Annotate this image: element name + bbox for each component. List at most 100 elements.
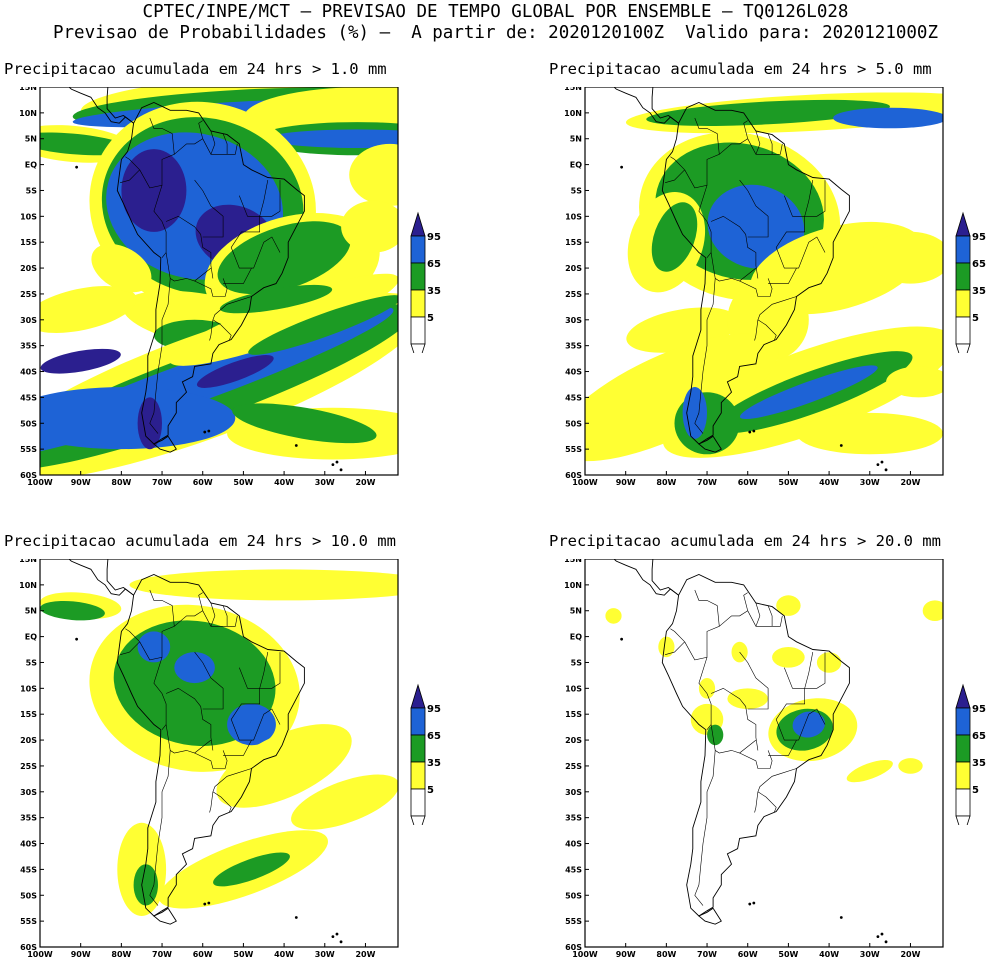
lon-label: 20W — [900, 950, 920, 959]
legend-level-label: 5 — [972, 785, 979, 796]
probability-field — [605, 595, 943, 783]
south-america-coastline — [661, 102, 850, 445]
island-marker — [884, 468, 888, 472]
lat-label: EQ — [25, 161, 37, 170]
lat-label: 25S — [20, 290, 37, 299]
map-panel-5mm: Precipitacao acumulada em 24 hrs > 5.0 m… — [545, 60, 986, 487]
country-border — [174, 120, 204, 155]
lon-label: 20W — [355, 478, 375, 487]
lat-label: 50S — [565, 419, 582, 428]
country-border — [768, 739, 797, 756]
legend-level-label: 65 — [427, 259, 441, 270]
legend-swatch — [410, 289, 426, 318]
lat-label: 5S — [26, 658, 38, 667]
country-border — [757, 768, 797, 792]
probability-region — [605, 608, 622, 624]
country-border — [694, 750, 716, 906]
island-marker — [748, 902, 752, 906]
country-border — [149, 750, 171, 906]
lon-label: 20W — [900, 478, 920, 487]
lat-label: 15S — [565, 238, 582, 247]
lon-label: 90W — [616, 478, 636, 487]
lat-label: 5N — [570, 135, 582, 144]
island-marker — [880, 460, 884, 464]
island-marker — [876, 463, 880, 467]
island-marker — [339, 468, 343, 472]
probability-region — [219, 284, 333, 314]
country-border — [698, 657, 712, 730]
legend-swatch — [955, 316, 971, 345]
legend-level-label: 35 — [427, 758, 441, 769]
legend-level-label: 5 — [427, 313, 434, 324]
legend-swatch — [410, 761, 426, 790]
island-marker — [294, 444, 298, 447]
lat-label: 55S — [20, 445, 37, 454]
map-plot: 15N 10N 5N EQ 5S 10S 15S 20S 25S 30S 35S 40S 45S 50S 5… — [20, 87, 399, 487]
country-border — [165, 215, 214, 279]
map-plot: 15N 10N 5N EQ 5S 10S 15S 20S 25S 30S 35S 40S 45S 50S 5… — [565, 87, 944, 487]
lon-label: 100W — [572, 478, 598, 487]
country-border — [665, 169, 685, 183]
tierra-del-fuego-coastline — [153, 435, 177, 453]
lon-label: 40W — [274, 950, 294, 959]
country-border — [694, 278, 716, 434]
island-marker — [203, 902, 207, 906]
probability-region — [40, 132, 130, 156]
panel-title: Precipitacao acumulada em 24 hrs > 1.0 m… — [4, 60, 387, 78]
lat-label: EQ — [570, 633, 582, 642]
country-border — [194, 651, 212, 679]
island-marker — [207, 901, 211, 905]
lon-label: 50W — [233, 478, 253, 487]
legend-level-label: 95 — [427, 232, 441, 243]
legend-swatch — [955, 734, 971, 763]
island-marker — [335, 932, 339, 936]
lat-label: 20S — [20, 736, 37, 745]
country-border — [202, 205, 224, 238]
lon-label: 50W — [778, 478, 798, 487]
lat-label: 20S — [565, 736, 582, 745]
color-legend: 95 65 35 5 — [955, 211, 986, 353]
legend-arrow-top — [410, 211, 426, 237]
probability-region — [886, 366, 943, 398]
lon-label: 90W — [616, 950, 636, 959]
probability-region — [291, 774, 398, 830]
probability-region — [121, 149, 187, 232]
island-marker — [876, 935, 880, 939]
lat-label: 15N — [20, 559, 37, 564]
probability-region — [267, 129, 398, 148]
legend-swatch — [955, 707, 971, 736]
country-border — [212, 319, 232, 341]
legend-level-label: 5 — [972, 313, 979, 324]
lat-label: 15N — [565, 559, 582, 564]
country-border — [804, 180, 826, 217]
probability-region — [922, 600, 943, 621]
map-panel-20mm: Precipitacao acumulada em 24 hrs > 20.0 … — [545, 532, 986, 959]
legend-swatch — [955, 289, 971, 318]
probability-region — [232, 403, 377, 444]
lat-label: 55S — [565, 445, 582, 454]
country-border — [230, 195, 281, 269]
probability-region — [796, 412, 943, 455]
probability-region — [349, 143, 398, 206]
probability-field — [40, 569, 398, 916]
probability-region — [40, 387, 236, 450]
caribbean-coastline — [106, 87, 134, 124]
lat-label: 15N — [565, 87, 582, 92]
country-border — [120, 641, 140, 655]
lat-label: 10S — [565, 684, 582, 693]
color-legend: 95 65 35 5 — [410, 211, 441, 353]
island-marker — [75, 637, 79, 641]
lat-label: 10N — [565, 109, 582, 118]
map-frame — [584, 87, 944, 476]
probability-region — [816, 652, 842, 673]
country-border — [719, 120, 749, 155]
lat-label: 5S — [571, 658, 583, 667]
legend-arrow-top — [410, 683, 426, 709]
lat-label: 45S — [20, 393, 37, 402]
panel-title: Precipitacao acumulada em 24 hrs > 20.0 … — [549, 532, 941, 550]
lat-label: 15S — [565, 710, 582, 719]
probability-region — [213, 852, 290, 887]
country-border — [755, 602, 761, 627]
tierra-del-fuego-coastline — [698, 907, 722, 925]
lat-label: 55S — [20, 917, 37, 926]
